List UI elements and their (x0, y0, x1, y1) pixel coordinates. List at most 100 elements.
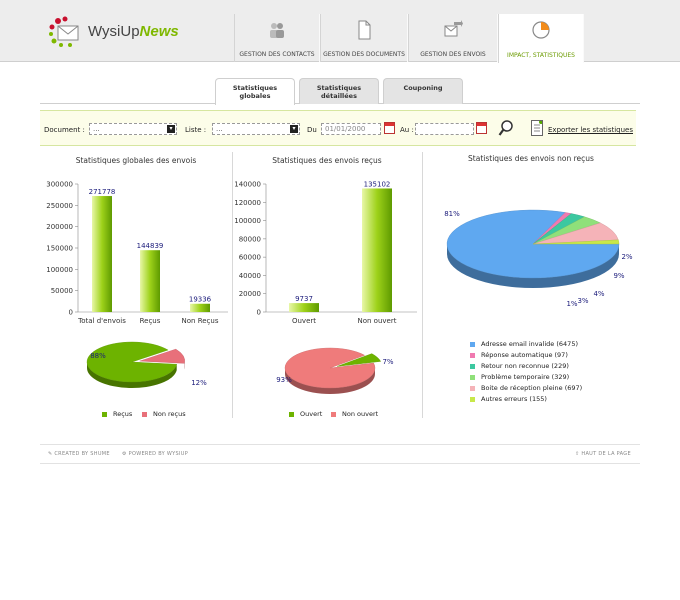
pie-value-label: 9% (613, 272, 624, 280)
global-stats-title: Statistiques globales des envois (75, 156, 197, 165)
pie-value-label: 4% (593, 290, 604, 298)
bar-value-label: 9737 (295, 295, 313, 303)
legend-item: Reçus (102, 410, 132, 418)
tab-gestion-envois[interactable]: GESTION DES ENVOIS (408, 14, 498, 62)
powered-by-link[interactable]: ⚙ POWERED BY WYSIUP (122, 451, 188, 457)
envelope-logo-icon (49, 16, 79, 47)
legend-label: Boite de réception pleine (697) (481, 384, 583, 392)
non-received-pie-chart: 81% 1% 3% 4% 9% 2% (444, 209, 633, 308)
x-tick-label: Total d'envois (77, 317, 126, 325)
export-file-icon[interactable] (531, 120, 543, 136)
bar-value-label: 135102 (364, 180, 391, 188)
tab-impact-statistiques[interactable]: IMPACT, STATISTIQUES (498, 14, 584, 63)
calendar-icon[interactable] (476, 122, 487, 134)
y-tick-label: 200000 (46, 223, 73, 231)
non-received-stats-title: Statistiques des envois non reçus (468, 154, 594, 163)
global-pie-chart: 88% 12% (86, 341, 207, 388)
legend-label: Autres erreurs (155) (481, 395, 547, 403)
y-tick-label: 40000 (239, 272, 261, 280)
tab-statistiques-detaillees[interactable]: Statistiques détaillées (299, 78, 379, 104)
created-by-text: CREATED BY SHUME (54, 451, 110, 457)
pie-chart-icon (532, 21, 550, 39)
back-to-top-link[interactable]: ⇧ HAUT DE LA PAGE (575, 451, 631, 457)
subtab-bar: Statistiques globales Statistiques détai… (40, 78, 640, 105)
send-icon (444, 20, 463, 37)
tab-gestion-contacts[interactable]: GESTION DES CONTACTS (234, 14, 320, 62)
gear-icon: ⚙ (122, 451, 129, 457)
y-tick-label: 150000 (46, 245, 73, 253)
legend-label: Non reçus (153, 410, 186, 418)
y-tick-label: 300000 (46, 181, 73, 189)
contacts-icon (270, 23, 284, 38)
tab-statistiques-globales[interactable]: Statistiques globales (215, 78, 295, 105)
bar-value-label: 271778 (89, 188, 116, 196)
column-divider (232, 152, 233, 418)
powered-by-text: POWERED BY WYSIUP (128, 451, 189, 457)
tab-couponing[interactable]: Couponing (383, 78, 463, 104)
created-by-link[interactable]: ✎ CREATED BY SHUME (48, 451, 110, 457)
bar (190, 303, 210, 312)
app-logo[interactable]: WysiUpNews (48, 16, 188, 50)
page-footer: ✎ CREATED BY SHUME ⚙ POWERED BY WYSIUP ⇧… (40, 444, 640, 464)
legend-swatch (331, 411, 336, 417)
y-tick-label: 140000 (234, 181, 261, 189)
y-tick-label: 0 (69, 309, 73, 317)
tab-label: GESTION DES ENVOIS (420, 51, 486, 58)
subtab-line1: Statistiques (232, 84, 278, 92)
document-select[interactable]: ... ▾ (89, 123, 177, 135)
tab-label: GESTION DES CONTACTS (239, 51, 315, 58)
chevron-down-icon: ▾ (167, 125, 175, 133)
search-icon[interactable] (498, 119, 514, 137)
y-tick-label: 50000 (51, 287, 73, 295)
column-divider (422, 152, 423, 418)
bar-value-label: 144839 (137, 242, 164, 250)
subtab-line1: Statistiques (316, 84, 362, 92)
au-label: Au : (400, 126, 414, 134)
legend-label: Adresse email invalide (6475) (481, 340, 578, 348)
subtab-line1: Couponing (403, 84, 443, 92)
back-to-top-text: HAUT DE LA PAGE (581, 451, 631, 457)
chevron-down-icon: ▾ (290, 125, 298, 133)
pie-value-label: 81% (444, 210, 460, 218)
legend-label: Réponse automatique (97) (481, 351, 568, 359)
global-bar-chart: 0 50000 100000 150000 200000 250000 300000 2717… (46, 181, 228, 325)
document-icon (358, 20, 371, 40)
pie-slice (337, 353, 382, 367)
legend-item: Ouvert (289, 410, 322, 418)
legend-swatch (470, 352, 475, 358)
legend-label: Problème temporaire (329) (481, 373, 570, 381)
pie-slice-side (87, 362, 177, 388)
calendar-icon[interactable] (384, 122, 395, 134)
legend-swatch (289, 411, 294, 417)
y-tick-label: 60000 (239, 254, 261, 262)
app-name: WysiUpNews (88, 23, 179, 40)
legend-item: Non reçus (142, 410, 186, 418)
y-tick-label: 100000 (46, 266, 73, 274)
pie-slice (139, 348, 185, 364)
arrow-up-icon: ⇧ (575, 451, 582, 457)
legend-label: Retour non reconnue (229) (481, 362, 569, 370)
liste-select-value: ... (216, 125, 223, 133)
pie-value-label: 1% (566, 300, 577, 308)
date-from-input[interactable]: 01/01/2000 (321, 123, 381, 135)
legend-swatch (102, 411, 107, 417)
pie-slice-side (447, 244, 619, 288)
pie-slice (86, 341, 177, 383)
subtab-line2: détaillées (321, 92, 357, 100)
pie-slice-side (285, 368, 375, 394)
liste-label: Liste : (185, 126, 207, 134)
pie-value-label: 3% (577, 297, 588, 305)
legend-item: Autres erreurs (155) (470, 395, 547, 403)
liste-select[interactable]: ... ▾ (212, 123, 300, 135)
legend-item: Réponse automatique (97) (470, 351, 568, 359)
tab-gestion-documents[interactable]: GESTION DES DOCUMENTS (320, 14, 408, 62)
date-to-input[interactable] (415, 123, 474, 135)
x-tick-label: Non ouvert (358, 317, 397, 325)
received-pie-chart: 7% 93% (276, 347, 394, 394)
legend-swatch (470, 363, 475, 369)
bar (140, 250, 160, 312)
document-label: Document : (44, 126, 85, 134)
export-statistics-link[interactable]: Exporter les statistiques (548, 126, 633, 134)
y-tick-label: 20000 (239, 290, 261, 298)
x-tick-label: Non Reçus (182, 317, 219, 325)
